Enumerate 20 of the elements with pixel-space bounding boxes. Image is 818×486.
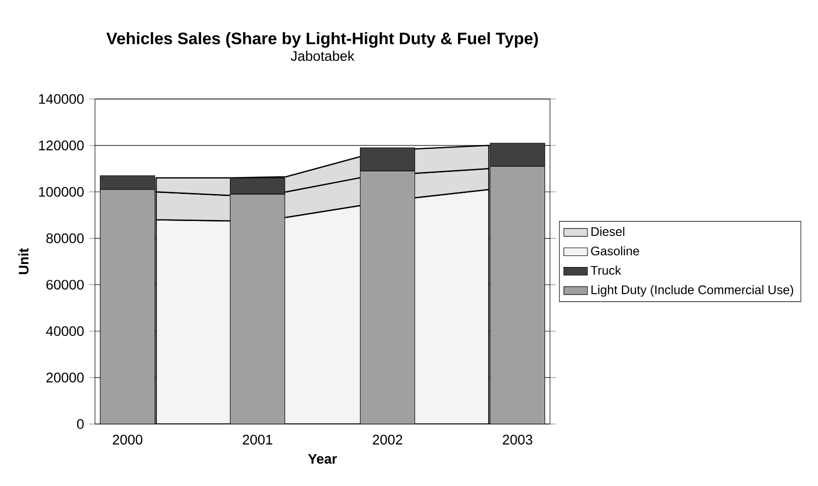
legend-label: Diesel [591,226,624,236]
y-tick-label: 40000 [46,326,84,336]
x-tick-label: 2001 [242,434,272,445]
legend-label: Truck [590,266,622,275]
y-tick-label: 100000 [39,186,84,197]
x-tick-label: 2003 [502,434,532,445]
y-tick-label: 140000 [39,94,84,104]
x-axis-title: Year [308,454,337,464]
x-tick-label: 2000 [112,434,142,445]
y-tick-label: 0 [77,419,84,429]
y-tick-label: 60000 [46,280,84,290]
legend-label: Gasoline [591,246,640,256]
y-tick-label: 80000 [46,233,84,244]
y-tick-label: 20000 [46,372,84,382]
y-tick-label: 120000 [39,140,84,150]
y-axis-title: Unit [18,248,29,274]
chart-subtitle: Jabotabek [290,50,354,61]
chart-title: Vehicles Sales (Share by Light-Hight Duty & Fuel Type) [106,32,538,48]
x-tick-label: 2002 [372,434,402,445]
legend-label: Light Duty (Include Commercial Use) [591,285,794,297]
